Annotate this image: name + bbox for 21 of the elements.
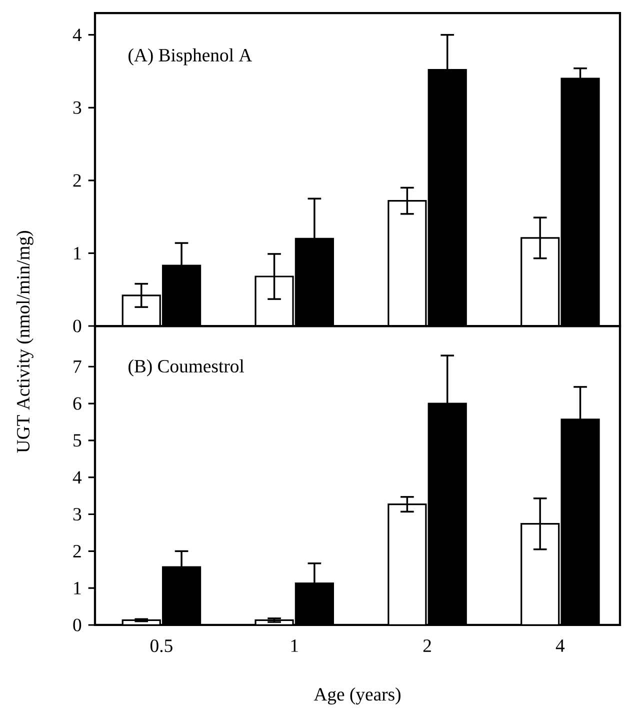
y-tick-label: 2 [73,544,81,558]
text: (B) Coumestrol [128,359,244,376]
x-tick-label: 4 [556,639,565,652]
y-tick-label: 5 [74,434,82,447]
y-tick-label: 4 [72,471,82,484]
y-tick-label: 3 [73,508,82,521]
y-tick-label: 2 [73,174,81,187]
y-tick-label: 3 [73,101,82,114]
x-axis-title: Age (years) [314,688,400,705]
y-tick-label: 1 [74,247,81,260]
y-tick-label: 4 [72,28,82,41]
y-tick-label: 0 [73,320,82,332]
x-tick-label: 2 [423,639,431,652]
x-tick-label: 1 [291,639,298,652]
y-tick-label: 0 [73,618,82,632]
y-tick-label: 6 [73,397,82,410]
y-tick-label: 7 [74,360,82,373]
x-tick-label: 0.5 [150,639,172,652]
text: (A) Bisphenol A [128,48,252,66]
y-axis-title: UGT Activity (nmol/min/mg) [16,231,34,453]
y-tick-label: 1 [74,582,81,594]
